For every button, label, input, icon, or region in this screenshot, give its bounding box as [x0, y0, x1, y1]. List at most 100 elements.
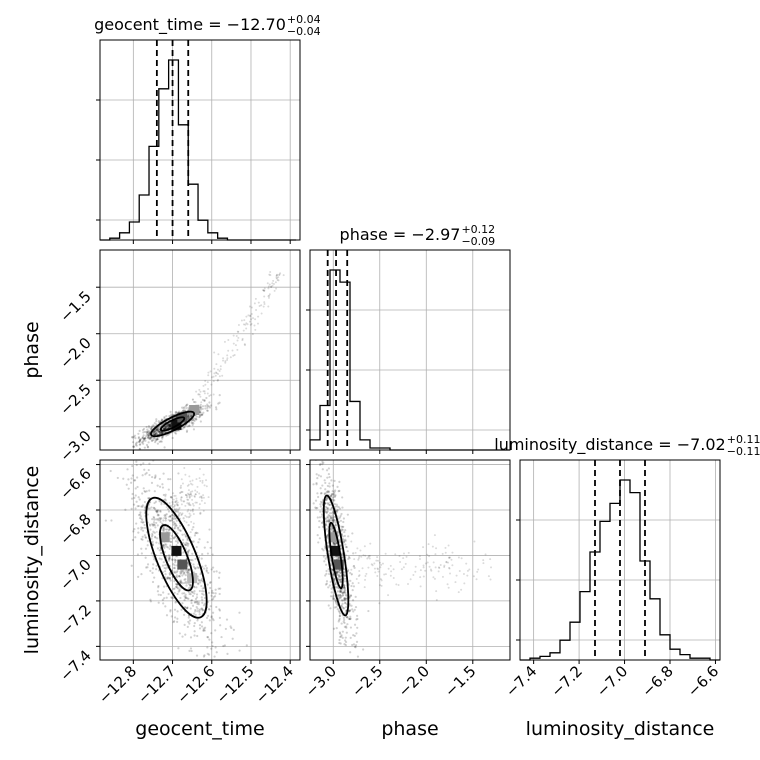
scatter-point	[183, 520, 186, 523]
scatter-point	[184, 514, 187, 517]
scatter-point	[342, 525, 345, 528]
scatter-point	[207, 614, 210, 617]
scatter-point	[326, 484, 329, 488]
scatter-point	[343, 530, 346, 534]
scatter-point	[163, 545, 166, 548]
scatter-point	[153, 518, 156, 521]
scatter-point	[333, 492, 336, 495]
scatter-point	[211, 589, 214, 592]
scatter-point	[154, 433, 157, 436]
scatter-point	[328, 520, 331, 523]
scatter-point	[155, 438, 158, 441]
scatter-point	[202, 655, 206, 658]
scatter-point	[340, 634, 343, 637]
scatter-point	[352, 634, 355, 637]
scatter-point	[379, 578, 382, 581]
scatter-point	[232, 628, 235, 631]
scatter-point	[331, 516, 335, 519]
scatter-point	[208, 401, 211, 404]
scatter-point	[156, 437, 159, 441]
scatter-point	[198, 477, 201, 480]
scatter-point	[141, 535, 144, 538]
scatter-point	[321, 484, 324, 487]
scatter-point	[156, 590, 159, 593]
scatter-point	[201, 407, 204, 410]
scatter-point	[182, 573, 185, 576]
scatter-point	[198, 624, 202, 627]
scatter-point	[167, 488, 170, 491]
scatter-point	[327, 568, 330, 571]
scatter-point	[148, 432, 151, 435]
scatter-point	[175, 583, 178, 586]
scatter-point	[159, 510, 162, 513]
scatter-point	[326, 476, 329, 479]
scatter-point	[357, 558, 360, 561]
scatter-point	[180, 496, 183, 499]
scatter-point	[146, 431, 149, 434]
scatter-point	[345, 625, 348, 628]
scatter-point	[339, 514, 342, 517]
scatter-point	[139, 438, 142, 441]
scatter-point	[324, 488, 327, 491]
scatter-point	[146, 430, 149, 434]
scatter-point	[185, 521, 188, 524]
scatter-point	[269, 271, 272, 274]
scatter-point	[173, 494, 176, 497]
scatter-point	[468, 568, 471, 571]
scatter-point	[130, 507, 133, 510]
scatter-point	[150, 537, 153, 540]
scatter-point	[164, 426, 168, 429]
scatter-point	[200, 497, 203, 500]
scatter-point	[200, 607, 203, 610]
scatter-point	[204, 404, 207, 408]
scatter-point	[179, 579, 183, 582]
scatter-point	[332, 518, 335, 521]
scatter-point	[158, 517, 161, 520]
scatter-point	[142, 434, 145, 437]
scatter-point	[167, 518, 170, 521]
scatter-point	[174, 494, 177, 497]
scatter-point	[176, 540, 179, 543]
scatter-point	[178, 632, 181, 635]
scatter-point	[333, 606, 336, 609]
scatter-point	[185, 541, 188, 544]
scatter-point	[146, 544, 149, 547]
scatter-point	[460, 557, 463, 560]
scatter-point	[189, 509, 192, 512]
scatter-point	[153, 422, 156, 425]
scatter-point	[341, 599, 344, 602]
scatter-point	[161, 431, 164, 434]
scatter-point	[194, 493, 197, 496]
scatter-point	[139, 515, 142, 518]
scatter-point	[153, 490, 156, 493]
scatter-point	[187, 568, 191, 571]
scatter-point	[183, 623, 186, 626]
scatter-point	[316, 506, 319, 510]
scatter-point	[182, 407, 185, 410]
scatter-point	[343, 643, 346, 646]
scatter-point	[314, 506, 317, 509]
scatter-point	[325, 491, 328, 494]
scatter-point	[168, 519, 172, 522]
scatter-point	[487, 575, 490, 578]
scatter-point	[267, 285, 270, 288]
scatter-point	[211, 617, 214, 620]
scatter-point	[199, 581, 202, 584]
scatter-point	[325, 469, 329, 472]
scatter-point	[207, 653, 211, 656]
scatter-point	[181, 592, 184, 595]
scatter-point	[330, 516, 333, 520]
scatter-point	[332, 573, 335, 576]
scatter-point	[168, 423, 171, 426]
scatter-point	[329, 580, 332, 583]
scatter-point	[269, 274, 272, 277]
scatter-point	[158, 485, 162, 488]
scatter-point	[135, 444, 138, 447]
scatter-point	[196, 607, 199, 610]
scatter-point	[156, 427, 159, 430]
scatter-point	[198, 406, 201, 409]
scatter-point	[187, 413, 190, 416]
scatter-point	[219, 624, 222, 627]
scatter-point	[157, 584, 160, 588]
scatter-point	[175, 524, 178, 527]
